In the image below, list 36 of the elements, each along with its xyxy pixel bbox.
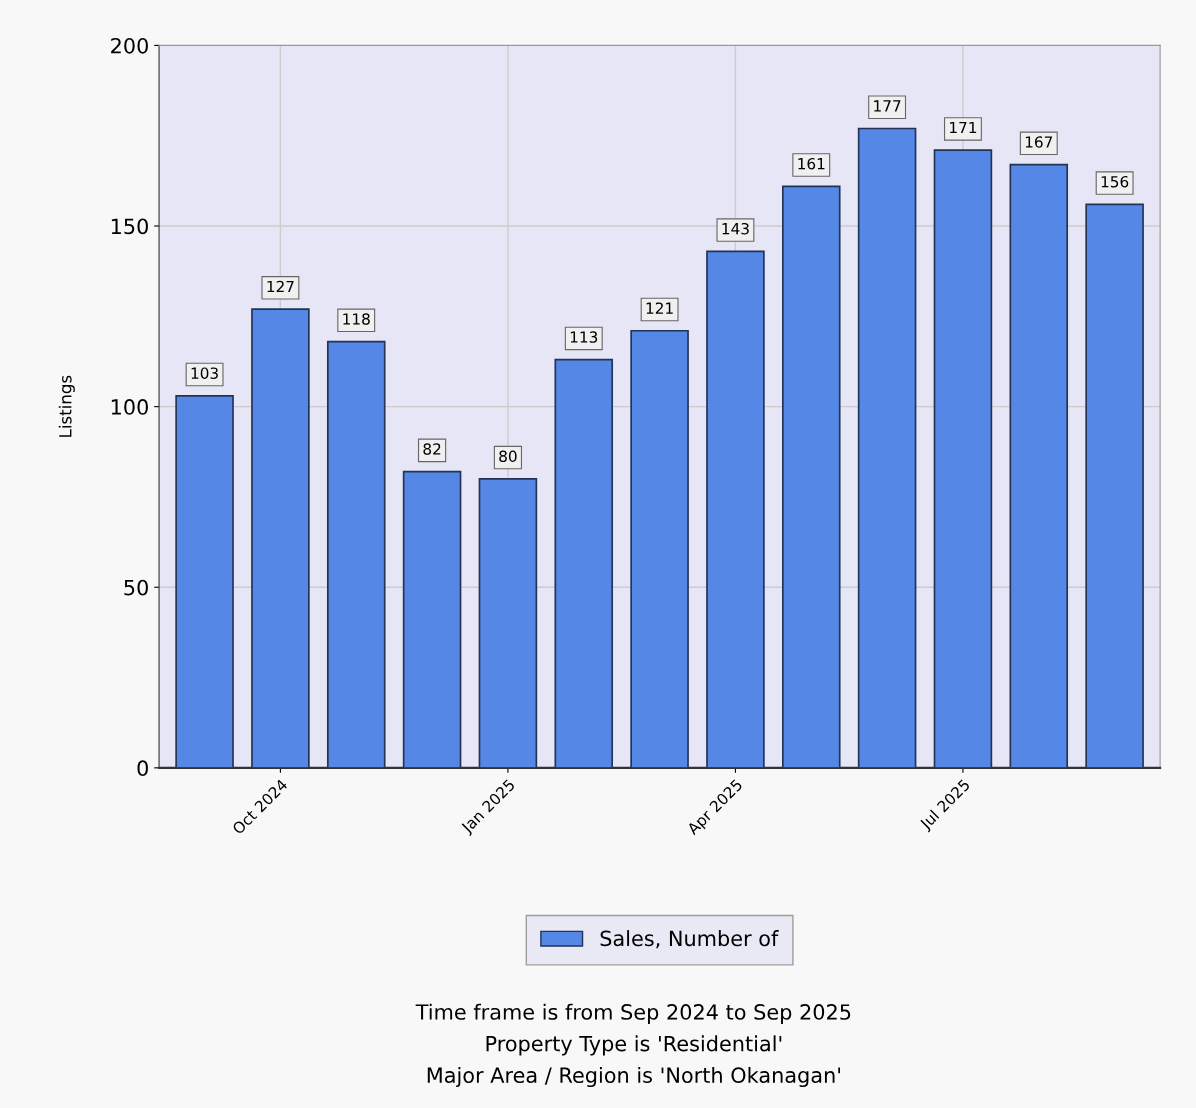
data-label: 121 xyxy=(646,302,673,314)
data-label: 143 xyxy=(722,222,749,235)
bar xyxy=(857,127,917,768)
bar xyxy=(175,394,234,768)
data-label: 167 xyxy=(1025,136,1053,148)
data-label: 113 xyxy=(570,331,598,343)
data-label: 80 xyxy=(499,450,517,463)
data-label: 171 xyxy=(950,121,977,134)
y-tick-label: 200 xyxy=(111,37,148,54)
data-label: 82 xyxy=(423,443,441,455)
bar xyxy=(630,329,689,768)
bar xyxy=(251,308,310,768)
data-label: 161 xyxy=(798,157,825,170)
text: Time frame is from Sep 2024 to Sep 2025 xyxy=(415,1003,851,1024)
y-tick-label: 50 xyxy=(124,579,148,596)
data-label: 118 xyxy=(343,313,370,325)
y-tick-label: 150 xyxy=(111,218,148,235)
data-label: 156 xyxy=(1101,175,1129,188)
bar xyxy=(781,185,841,768)
bar xyxy=(554,358,614,768)
data-label: 103 xyxy=(191,367,218,379)
data-label: 127 xyxy=(267,280,294,293)
bar xyxy=(706,250,765,768)
text: Property Type is 'Residential' xyxy=(486,1035,782,1056)
y-tick-label: 100 xyxy=(111,399,148,415)
data-label: 177 xyxy=(874,100,901,112)
legend-label: Sales, Number of xyxy=(600,930,779,949)
bar xyxy=(478,478,538,768)
bar xyxy=(1009,163,1069,768)
text: Major Area / Region is 'North Okanagan' xyxy=(427,1066,841,1088)
bar xyxy=(402,470,462,768)
y-tick-label: 0 xyxy=(137,760,148,777)
bar xyxy=(1085,203,1144,768)
bar xyxy=(933,149,993,768)
bar xyxy=(326,340,386,768)
y-axis-title: Listings xyxy=(58,375,75,437)
